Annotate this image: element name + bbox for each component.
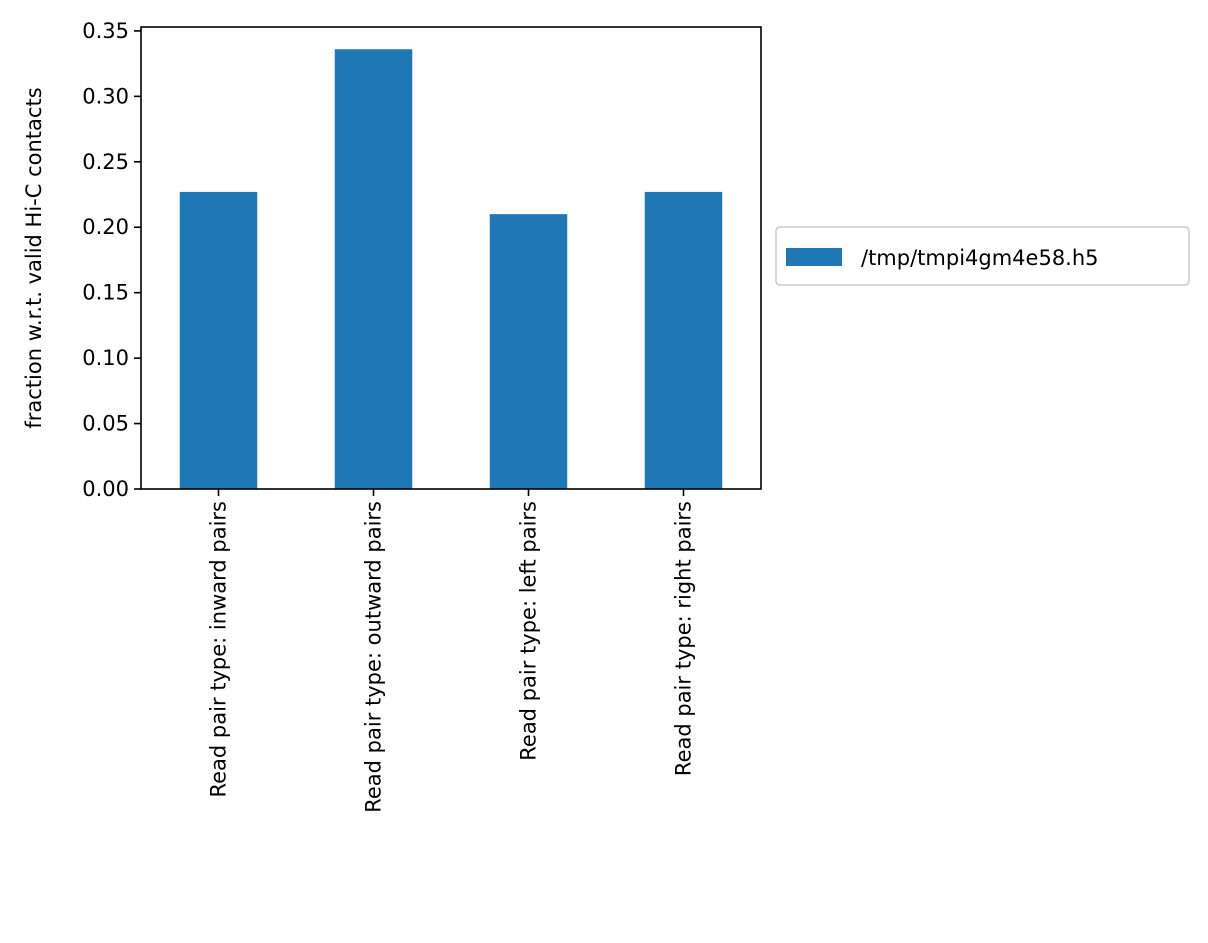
y-tick-label-1: 0.05 (82, 412, 129, 436)
legend-label: /tmp/tmpi4gm4e58.h5 (861, 246, 1099, 270)
x-tick-label-1: Read pair type: outward pairs (362, 501, 386, 813)
bar-0 (179, 191, 258, 490)
y-tick-label-4: 0.20 (82, 215, 129, 239)
y-tick-label-7: 0.35 (82, 19, 129, 43)
x-tick-label-2: Read pair type: left pairs (517, 501, 541, 761)
x-tick-label-0: Read pair type: inward pairs (207, 501, 231, 798)
bar-3 (644, 191, 723, 490)
y-axis-ticks: 0.00 0.05 0.10 0.15 0.20 0.25 0.30 0.35 (82, 19, 141, 501)
y-tick-label-0: 0.00 (82, 477, 129, 501)
legend-frame (775, 226, 1190, 286)
legend-swatch (786, 248, 842, 266)
bar-2 (489, 214, 568, 489)
bars-group (179, 49, 723, 490)
x-tick-label-3: Read pair type: right pairs (672, 501, 696, 776)
y-tick-label-6: 0.30 (82, 84, 129, 108)
legend: /tmp/tmpi4gm4e58.h5 (775, 226, 1190, 286)
y-tick-label-2: 0.10 (82, 346, 129, 370)
y-tick-label-3: 0.15 (82, 281, 129, 305)
y-tick-label-5: 0.25 (82, 150, 129, 174)
x-axis-ticks: Read pair type: inward pairs Read pair ty… (207, 489, 696, 813)
bar-1 (334, 49, 413, 489)
plot-area-frame (140, 26, 762, 490)
y-axis-label: fraction w.r.t. valid Hi-C contacts (22, 87, 46, 428)
